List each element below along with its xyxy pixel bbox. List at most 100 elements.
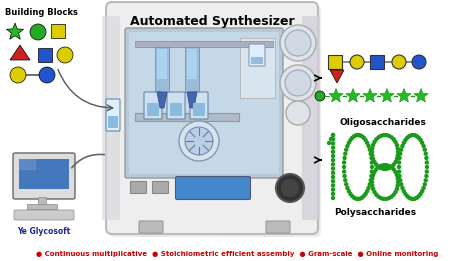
Circle shape (331, 141, 335, 146)
Circle shape (348, 138, 353, 142)
Circle shape (395, 173, 399, 177)
Polygon shape (329, 88, 343, 102)
Circle shape (185, 127, 213, 155)
Circle shape (423, 182, 427, 187)
Circle shape (405, 194, 410, 198)
Circle shape (365, 189, 369, 193)
Circle shape (285, 70, 311, 96)
Bar (155, 47, 169, 92)
Circle shape (389, 165, 394, 169)
Text: Automated Synthesizer: Automated Synthesizer (130, 15, 294, 28)
FancyBboxPatch shape (249, 44, 265, 66)
Circle shape (344, 147, 348, 152)
Circle shape (392, 192, 396, 197)
Circle shape (342, 156, 347, 160)
Circle shape (331, 150, 335, 154)
Circle shape (342, 169, 346, 174)
Circle shape (376, 164, 381, 169)
Circle shape (415, 195, 419, 200)
Circle shape (331, 196, 335, 200)
FancyBboxPatch shape (190, 92, 208, 119)
Circle shape (331, 145, 335, 150)
Circle shape (405, 136, 410, 140)
Circle shape (342, 165, 346, 169)
Circle shape (376, 165, 381, 169)
Circle shape (280, 65, 316, 101)
Circle shape (424, 151, 428, 156)
FancyBboxPatch shape (167, 92, 185, 119)
Circle shape (368, 178, 373, 182)
Bar (38, 197, 46, 205)
Circle shape (354, 197, 358, 201)
Circle shape (397, 156, 402, 160)
Circle shape (374, 162, 379, 167)
Circle shape (392, 162, 396, 167)
Circle shape (424, 178, 428, 182)
Bar (135, 113, 239, 121)
Bar (27, 204, 57, 209)
Circle shape (409, 133, 413, 138)
Circle shape (344, 182, 348, 187)
Circle shape (30, 24, 46, 40)
Circle shape (356, 197, 360, 201)
Polygon shape (380, 88, 394, 102)
Circle shape (403, 192, 408, 196)
Circle shape (393, 160, 398, 164)
Circle shape (331, 162, 335, 167)
Polygon shape (330, 70, 344, 83)
Circle shape (395, 187, 399, 191)
Bar (108, 116, 118, 128)
Circle shape (384, 133, 389, 137)
Polygon shape (346, 88, 360, 102)
Circle shape (387, 196, 391, 200)
Circle shape (329, 137, 333, 141)
Circle shape (397, 174, 402, 178)
Bar (185, 47, 199, 92)
Circle shape (327, 141, 331, 145)
Circle shape (425, 160, 429, 165)
Circle shape (395, 183, 400, 188)
Circle shape (331, 187, 335, 192)
Circle shape (370, 146, 374, 151)
Circle shape (382, 167, 386, 171)
Circle shape (367, 182, 372, 187)
Circle shape (364, 138, 368, 142)
Circle shape (364, 192, 368, 196)
Circle shape (342, 160, 346, 165)
Circle shape (397, 169, 401, 174)
Circle shape (412, 55, 426, 69)
Circle shape (370, 176, 374, 181)
Circle shape (407, 134, 411, 139)
FancyBboxPatch shape (266, 221, 290, 233)
Circle shape (424, 156, 428, 160)
Circle shape (374, 167, 379, 171)
Circle shape (382, 163, 386, 167)
Circle shape (285, 30, 311, 56)
Circle shape (384, 167, 389, 171)
Circle shape (376, 194, 381, 199)
Polygon shape (414, 88, 428, 102)
Circle shape (350, 194, 355, 198)
Bar (38, 48, 52, 62)
Circle shape (346, 189, 351, 193)
Circle shape (10, 67, 26, 83)
FancyBboxPatch shape (144, 92, 162, 119)
Circle shape (424, 174, 428, 178)
Circle shape (331, 179, 335, 183)
Circle shape (393, 170, 398, 174)
Circle shape (389, 194, 394, 199)
Circle shape (389, 164, 394, 169)
Circle shape (350, 55, 364, 69)
Circle shape (395, 176, 400, 181)
Bar (157, 49, 167, 79)
FancyBboxPatch shape (302, 16, 320, 220)
Circle shape (352, 134, 356, 139)
Circle shape (395, 143, 399, 147)
Circle shape (413, 133, 417, 138)
Circle shape (331, 133, 335, 137)
Text: Building Blocks: Building Blocks (5, 8, 78, 17)
Circle shape (331, 133, 335, 137)
Circle shape (370, 160, 374, 165)
FancyBboxPatch shape (139, 221, 163, 233)
Circle shape (396, 180, 400, 184)
